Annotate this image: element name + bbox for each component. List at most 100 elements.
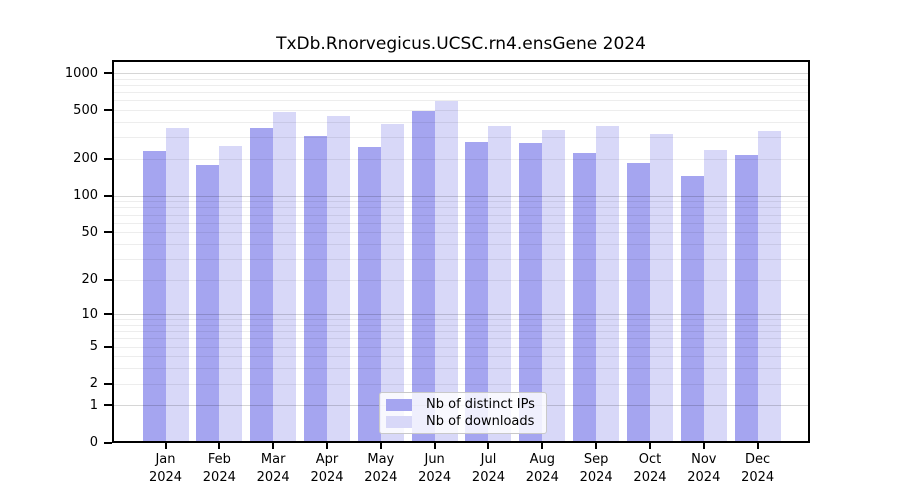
x-tick-year-mar: 2024 xyxy=(256,470,290,485)
x-tick-year-apr: 2024 xyxy=(310,470,344,485)
legend-label-downloads: Nb of downloads xyxy=(426,414,535,429)
x-tick-nov xyxy=(702,443,705,449)
y-tick-20 xyxy=(104,278,112,281)
bar-jan-downloads xyxy=(165,127,189,443)
bar-aug-distinct-ips xyxy=(519,143,543,443)
x-tick-year-feb: 2024 xyxy=(202,470,236,485)
y-tick-5 xyxy=(104,345,112,348)
bar-oct-downloads xyxy=(649,134,673,443)
y-tick-0 xyxy=(104,441,112,444)
y-tick-label-500: 500 xyxy=(73,102,98,118)
gridline-400 xyxy=(112,121,810,123)
legend-item-downloads: Nb of downloads xyxy=(380,414,546,429)
gridline-200 xyxy=(112,158,810,160)
bar-jan-distinct-ips xyxy=(142,150,166,443)
x-tick-label-nov: Nov 2024 xyxy=(672,451,736,487)
y-tick-label-0: 0 xyxy=(89,435,98,450)
y-tick-label-20: 20 xyxy=(81,272,98,288)
x-tick-feb xyxy=(218,443,221,449)
x-tick-year-aug: 2024 xyxy=(525,470,559,485)
legend-label-distinct-ips: Nb of distinct IPs xyxy=(426,397,535,412)
gridline-20 xyxy=(112,279,810,281)
bar-jun-downloads xyxy=(434,101,458,443)
gridline-700 xyxy=(112,92,810,94)
bar-may-distinct-ips xyxy=(357,147,381,443)
y-tick-10 xyxy=(104,313,112,316)
legend-swatch-downloads xyxy=(386,415,412,428)
y-tick-label-5: 5 xyxy=(89,339,98,355)
x-tick-dec xyxy=(756,443,759,449)
grid-layer xyxy=(112,60,810,443)
gridline-600 xyxy=(112,100,810,102)
x-tick-year-may: 2024 xyxy=(364,470,398,485)
bar-jul-distinct-ips xyxy=(465,142,489,443)
x-tick-year-sep: 2024 xyxy=(579,470,613,485)
bar-feb-distinct-ips xyxy=(196,165,220,443)
legend-swatch-distinct-ips xyxy=(386,398,412,411)
x-tick-month-feb: Feb xyxy=(207,452,231,467)
gridline-5 xyxy=(112,346,810,348)
x-tick-aug xyxy=(541,443,544,449)
bar-sep-distinct-ips xyxy=(573,152,597,443)
x-tick-month-oct: Oct xyxy=(638,452,662,467)
x-tick-label-aug: Aug 2024 xyxy=(510,451,574,487)
x-tick-jul xyxy=(487,443,490,449)
x-tick-jan xyxy=(164,443,167,449)
gridline-2 xyxy=(112,383,810,385)
x-tick-month-dec: Dec xyxy=(745,452,771,467)
gridline-900 xyxy=(112,78,810,80)
y-tick-label-50: 50 xyxy=(81,224,98,240)
gridline-8 xyxy=(112,324,810,326)
y-tick-1000 xyxy=(104,72,112,74)
y-tick-label-1: 1 xyxy=(89,397,98,413)
y-tick-500 xyxy=(104,109,112,112)
bar-dec-distinct-ips xyxy=(734,154,758,443)
gridline-80 xyxy=(112,207,810,209)
bar-mar-downloads xyxy=(273,112,297,443)
bar-nov-distinct-ips xyxy=(680,175,704,443)
x-tick-month-aug: Aug xyxy=(529,452,555,467)
x-tick-month-jan: Jan xyxy=(155,452,176,467)
x-tick-oct xyxy=(648,443,651,449)
x-tick-month-apr: Apr xyxy=(315,452,339,467)
gridline-70 xyxy=(112,214,810,216)
chart-title: TxDb.Rnorvegicus.UCSC.rn4.ensGene 2024 xyxy=(276,34,646,54)
x-tick-label-may: May 2024 xyxy=(349,451,413,487)
gridline-10 xyxy=(112,314,810,316)
x-tick-jun xyxy=(433,443,436,449)
x-tick-label-jun: Jun 2024 xyxy=(403,451,467,487)
y-tick-label-200: 200 xyxy=(73,151,98,167)
gridline-3 xyxy=(112,368,810,370)
legend-item-distinct-ips: Nb of distinct IPs xyxy=(380,397,546,412)
y-tick-label-10: 10 xyxy=(81,306,98,322)
legend: Nb of distinct IPs Nb of downloads xyxy=(379,392,547,434)
gridline-500 xyxy=(112,110,810,112)
x-tick-month-nov: Nov xyxy=(691,452,717,467)
x-tick-label-jul: Jul 2024 xyxy=(456,451,520,487)
x-tick-label-sep: Sep 2024 xyxy=(564,451,628,487)
x-tick-month-jul: Jul xyxy=(480,452,497,467)
y-tick-100 xyxy=(104,194,112,197)
x-tick-year-dec: 2024 xyxy=(741,470,775,485)
gridline-30 xyxy=(112,258,810,260)
x-tick-year-nov: 2024 xyxy=(687,470,721,485)
x-tick-mar xyxy=(272,443,275,449)
x-tick-label-mar: Mar 2024 xyxy=(241,451,305,487)
gridline-40 xyxy=(112,243,810,245)
gridline-7 xyxy=(112,331,810,333)
y-tick-200 xyxy=(104,157,112,160)
bar-may-downloads xyxy=(380,123,404,443)
x-tick-label-feb: Feb 2024 xyxy=(187,451,251,487)
gridline-60 xyxy=(112,222,810,224)
x-tick-sep xyxy=(595,443,598,449)
y-tick-label-2: 2 xyxy=(89,376,98,392)
plot-area xyxy=(112,60,810,443)
x-tick-month-may: May xyxy=(367,452,395,467)
x-tick-label-dec: Dec 2024 xyxy=(726,451,790,487)
x-tick-month-sep: Sep xyxy=(583,452,609,467)
y-tick-label-1000: 1000 xyxy=(64,65,98,81)
y-tick-50 xyxy=(104,231,112,234)
gridline-4 xyxy=(112,356,810,358)
gridline-90 xyxy=(112,201,810,203)
